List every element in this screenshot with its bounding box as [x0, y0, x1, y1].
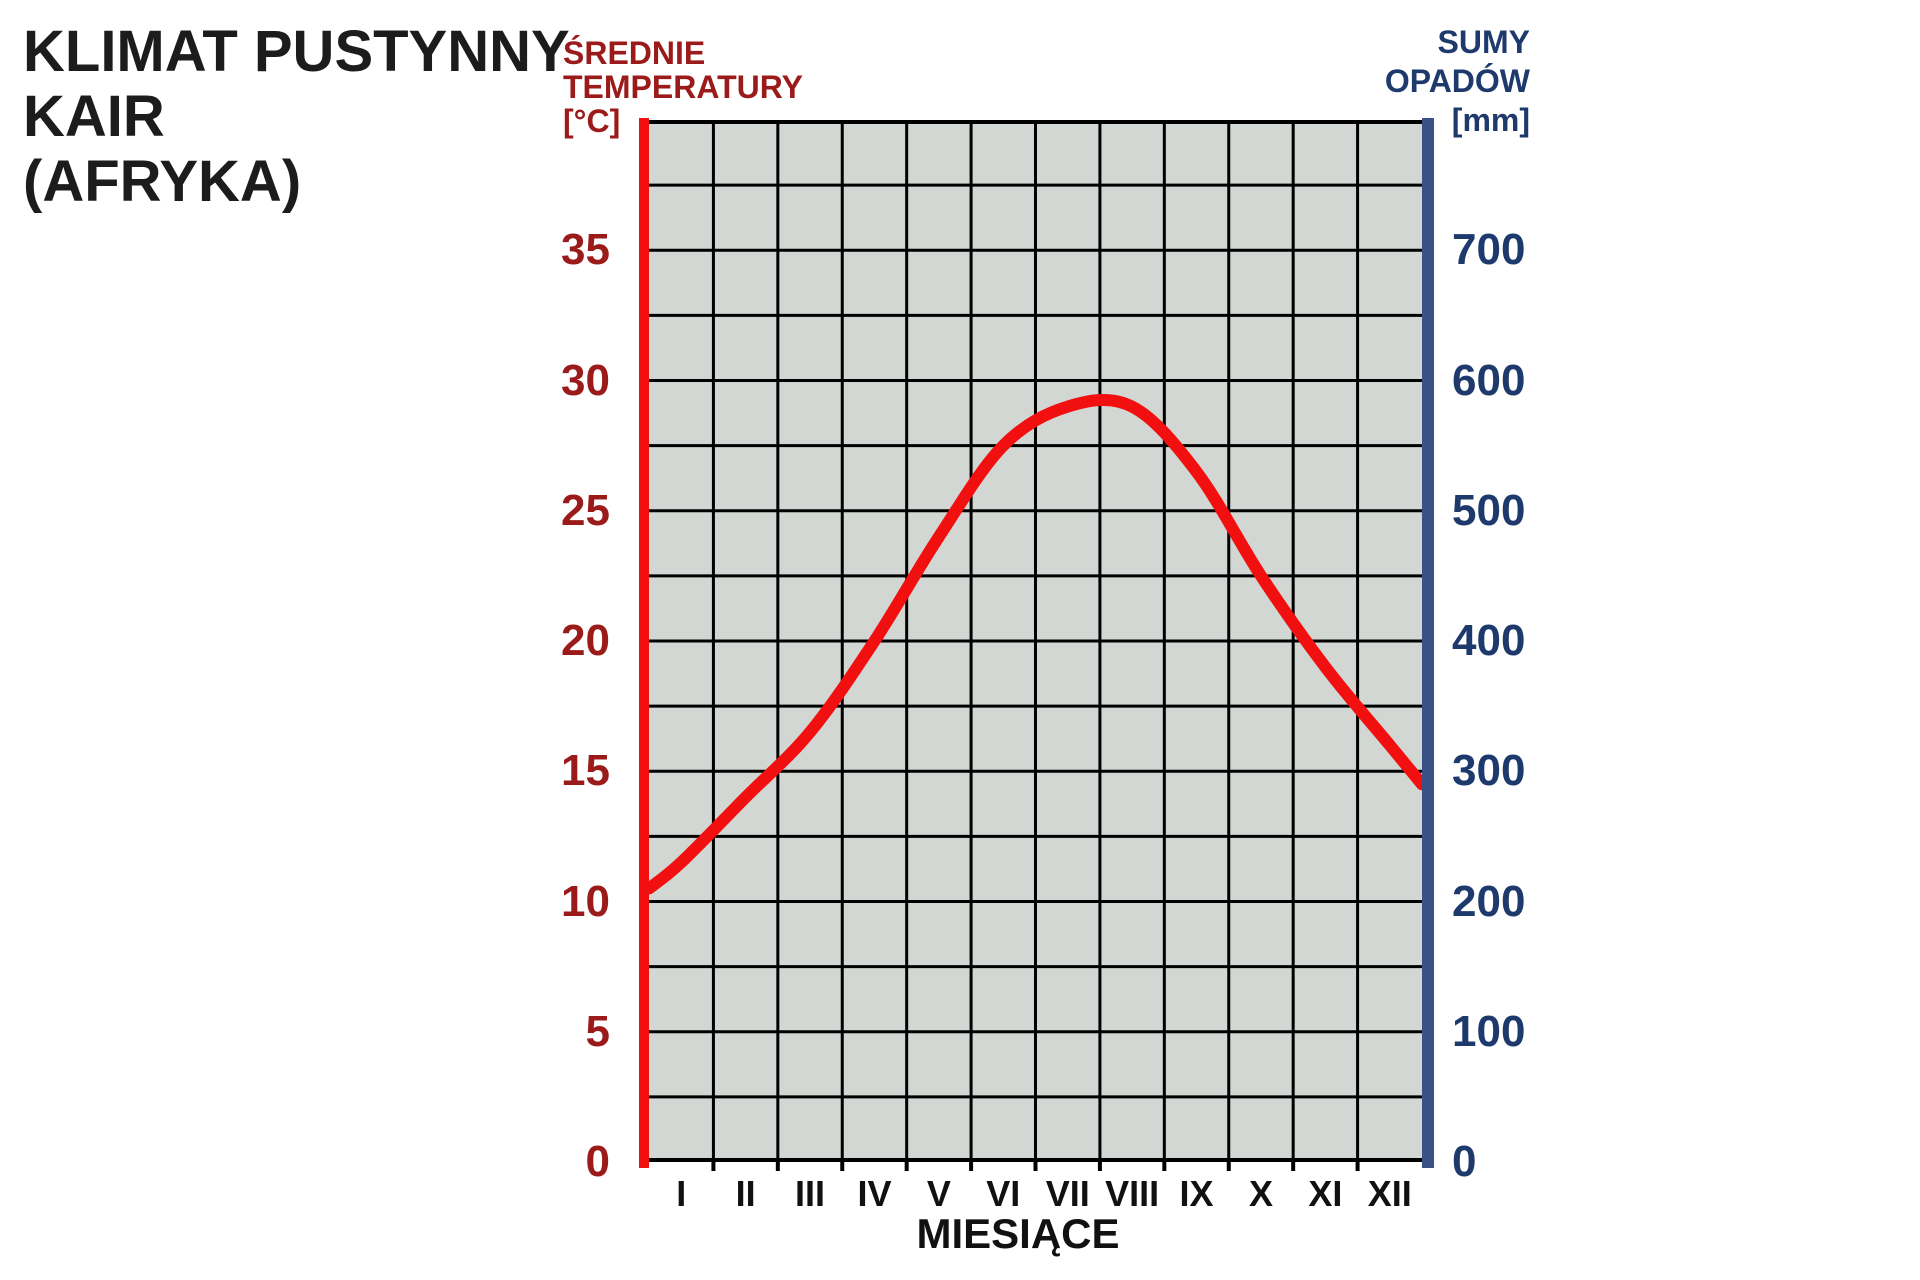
precipitation-axis-title-line-2: OPADÓW [1384, 63, 1530, 99]
month-label-IX: IX [1179, 1173, 1214, 1214]
precip-tick-label-0: 0 [1452, 1137, 1477, 1186]
month-label-VIII: VIII [1105, 1173, 1160, 1214]
page-title: KLIMAT PUSTYNNY KAIR (AFRYKA) [23, 19, 570, 214]
precip-tick-label-100: 100 [1452, 1006, 1526, 1056]
precipitation-axis-title-line-1: SUMY [1437, 24, 1530, 60]
precip-tick-label-400: 400 [1452, 616, 1526, 665]
temp-tick-label-0: 0 [585, 1137, 610, 1186]
x-axis-label: MIESIĄCE [916, 1210, 1120, 1257]
precip-tick-label-300: 300 [1452, 746, 1526, 796]
page-title-line-3: (AFRYKA) [23, 149, 302, 214]
page-title-line-2: KAIR [23, 84, 165, 149]
precipitation-axis-bar [1422, 118, 1434, 1168]
month-label-VI: VI [986, 1173, 1021, 1214]
precip-tick-label-600: 600 [1452, 355, 1526, 405]
plot-area [649, 120, 1422, 1171]
month-label-XII: XII [1367, 1173, 1412, 1214]
month-label-V: V [926, 1173, 951, 1214]
temperature-axis-title-unit: [°C] [563, 103, 621, 139]
precipitation-axis-title-unit: [mm] [1451, 102, 1530, 138]
precip-tick-label-200: 200 [1452, 876, 1526, 926]
temp-tick-label-20: 20 [561, 616, 610, 665]
month-label-X: X [1248, 1173, 1273, 1214]
temp-tick-label-10: 10 [561, 876, 610, 926]
month-label-IV: IV [857, 1173, 892, 1214]
month-label-I: I [676, 1173, 687, 1214]
precipitation-axis-title: SUMY OPADÓW [mm] [1230, 23, 1530, 140]
temperature-axis-title-line-1: ŚREDNIE [563, 35, 706, 71]
temperature-axis-title-line-2: TEMPERATURY [563, 69, 803, 105]
month-label-VII: VII [1045, 1173, 1090, 1214]
temp-tick-label-25: 25 [561, 485, 610, 535]
temperature-curve [649, 393, 1422, 895]
month-label-III: III [795, 1173, 826, 1214]
month-label-XI: XI [1308, 1173, 1343, 1214]
month-label-II: II [735, 1173, 756, 1214]
precip-tick-label-700: 700 [1452, 225, 1526, 275]
temp-tick-label-15: 15 [561, 746, 610, 796]
page-title-line-1: KLIMAT PUSTYNNY [23, 19, 570, 84]
temp-tick-label-5: 5 [585, 1006, 610, 1056]
temperature-axis-bar [639, 118, 649, 1168]
temp-tick-label-30: 30 [561, 355, 610, 405]
precip-tick-label-500: 500 [1452, 485, 1526, 535]
temp-tick-label-35: 35 [561, 225, 610, 275]
temperature-axis-title: ŚREDNIE TEMPERATURY [°C] [563, 36, 803, 138]
